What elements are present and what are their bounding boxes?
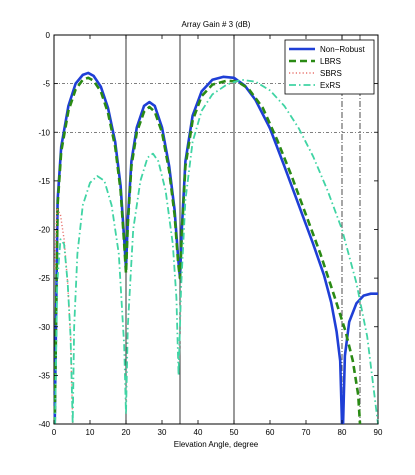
y-tick-label: 0 [46, 31, 51, 40]
y-tick-label: -10 [38, 128, 50, 137]
x-tick-label: 40 [194, 428, 203, 437]
series-line-lbrs-2 [53, 76, 362, 425]
y-tick-label: -15 [38, 177, 50, 186]
series-line-sbrs-3 [54, 207, 74, 425]
plot-frame [53, 34, 379, 425]
y-tick-label: -35 [38, 371, 50, 380]
x-axis-label: Elevation Angle, degree [174, 440, 259, 449]
x-tick-label: 70 [302, 428, 311, 437]
legend-label: LBRS [320, 57, 341, 66]
legend: Non−Robust LBRS SBRS ExRS [284, 39, 375, 95]
y-tick-label: -20 [38, 226, 50, 235]
series-line-non-robust-1 [341, 292, 378, 425]
x-tick-label: 10 [86, 428, 95, 437]
y-tick-label: -30 [38, 323, 50, 332]
chart-title: Array Gain # 3 (dB) [182, 20, 251, 29]
x-tick-label: 60 [266, 428, 275, 437]
x-tick-label: 30 [158, 428, 167, 437]
y-tick-label: -40 [38, 420, 50, 429]
y-tick-label: -5 [43, 80, 51, 89]
x-tick-label: 50 [230, 428, 239, 437]
series-line-exrs-4 [54, 78, 379, 425]
y-tick-label: -25 [38, 274, 50, 283]
x-tick-label: 90 [374, 428, 383, 437]
legend-label: Non−Robust [320, 45, 365, 54]
x-tick-label: 80 [338, 428, 347, 437]
series-lines [53, 71, 379, 425]
reference-lines [54, 35, 378, 424]
x-tick-label: 0 [52, 428, 57, 437]
axis-ticks: 0 10 20 30 40 50 60 70 80 90 0 -5 -10 -15 -20 -25 -30 -35… [38, 31, 383, 437]
legend-label: SBRS [320, 69, 342, 78]
series-line-non-robust-0 [53, 71, 344, 425]
legend-label: ExRS [320, 81, 340, 90]
x-tick-label: 20 [122, 428, 131, 437]
